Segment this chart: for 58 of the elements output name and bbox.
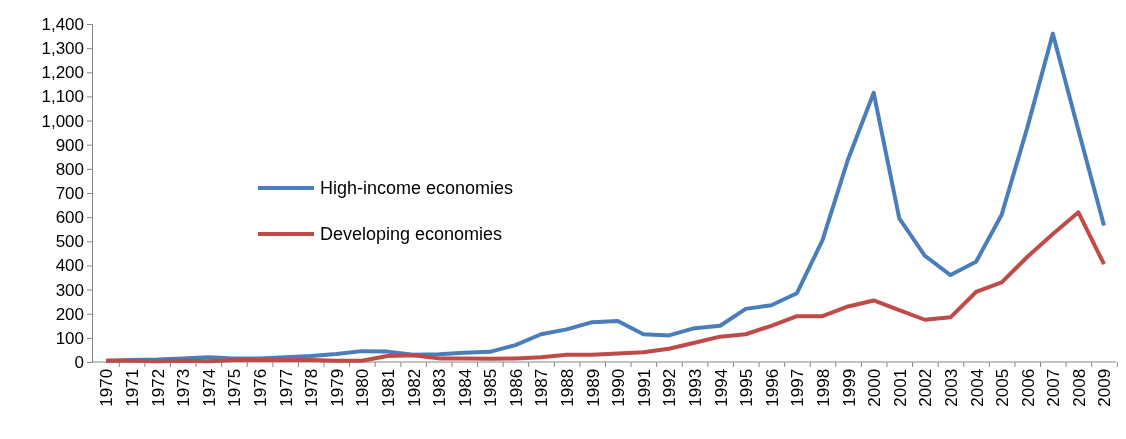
y-tick-label: 800: [55, 159, 84, 179]
x-tick-label: 1981: [378, 368, 398, 407]
x-tick-label: 1970: [97, 368, 117, 407]
x-tick-label: 1998: [813, 368, 833, 407]
legend-label: High-income economies: [320, 178, 514, 198]
x-tick-label: 1980: [353, 368, 373, 407]
y-tick-label: 0: [74, 352, 84, 372]
x-tick-label: 1972: [148, 368, 168, 407]
x-tick-label: 1984: [455, 368, 475, 407]
x-tick-label: 1976: [250, 368, 270, 407]
x-tick-label: 1987: [532, 368, 552, 407]
x-tick-label: 1974: [199, 368, 219, 407]
x-tick-label: 2004: [967, 368, 987, 407]
y-tick-label: 400: [55, 256, 84, 276]
x-tick-label: 1973: [174, 368, 194, 407]
x-tick-label: 2000: [865, 368, 885, 407]
y-tick-label: 200: [55, 304, 84, 324]
x-tick-label: 2007: [1044, 368, 1064, 407]
y-tick-label: 1,200: [41, 63, 84, 83]
x-tick-label: 1993: [686, 368, 706, 407]
x-tick-label: 2001: [890, 368, 910, 407]
y-tick-label: 900: [55, 135, 84, 155]
x-tick-label: 1971: [123, 368, 143, 407]
x-tick-label: 1988: [558, 368, 578, 407]
x-tick-label: 1990: [609, 368, 629, 407]
x-tick-label: 1991: [634, 368, 654, 407]
x-tick-label: 1989: [583, 368, 603, 407]
line-series: [104, 210, 1106, 364]
x-tick-label: 1982: [404, 368, 424, 407]
x-tick-label: 1985: [481, 368, 501, 407]
x-tick-label: 1996: [762, 368, 782, 407]
x-tick-label: 1994: [711, 368, 731, 407]
x-tick-label: 1975: [225, 368, 245, 407]
legend-label: Developing economies: [320, 224, 503, 244]
y-tick-label: 1,300: [41, 39, 84, 59]
x-tick-label: 1979: [327, 368, 347, 407]
y-tick-label: 1,400: [41, 14, 84, 34]
x-tick-label: 1977: [276, 368, 296, 407]
x-tick-label: 1986: [506, 368, 526, 407]
x-tick-label: 2002: [916, 368, 936, 407]
y-tick-label: 300: [55, 280, 84, 300]
x-tick-label: 2006: [1018, 368, 1038, 407]
x-tick-label: 1999: [839, 368, 859, 407]
y-tick-label: 1,100: [41, 87, 84, 107]
x-tick-label: 2008: [1069, 368, 1089, 407]
y-tick-label: 100: [55, 328, 84, 348]
y-tick-label: 500: [55, 232, 84, 252]
y-tick-label: 1,000: [41, 111, 84, 131]
y-tick-label: 600: [55, 208, 84, 228]
x-tick-label: 1983: [430, 368, 450, 407]
x-tick-label: 2009: [1095, 368, 1115, 407]
x-tick-label: 1995: [737, 368, 757, 407]
y-tick-label: 700: [55, 183, 84, 203]
x-tick-label: 2005: [993, 368, 1013, 407]
x-tick-label: 1997: [788, 368, 808, 407]
x-tick-label: 2003: [941, 368, 961, 407]
x-tick-label: 1978: [302, 368, 322, 407]
x-tick-label: 1992: [660, 368, 680, 407]
